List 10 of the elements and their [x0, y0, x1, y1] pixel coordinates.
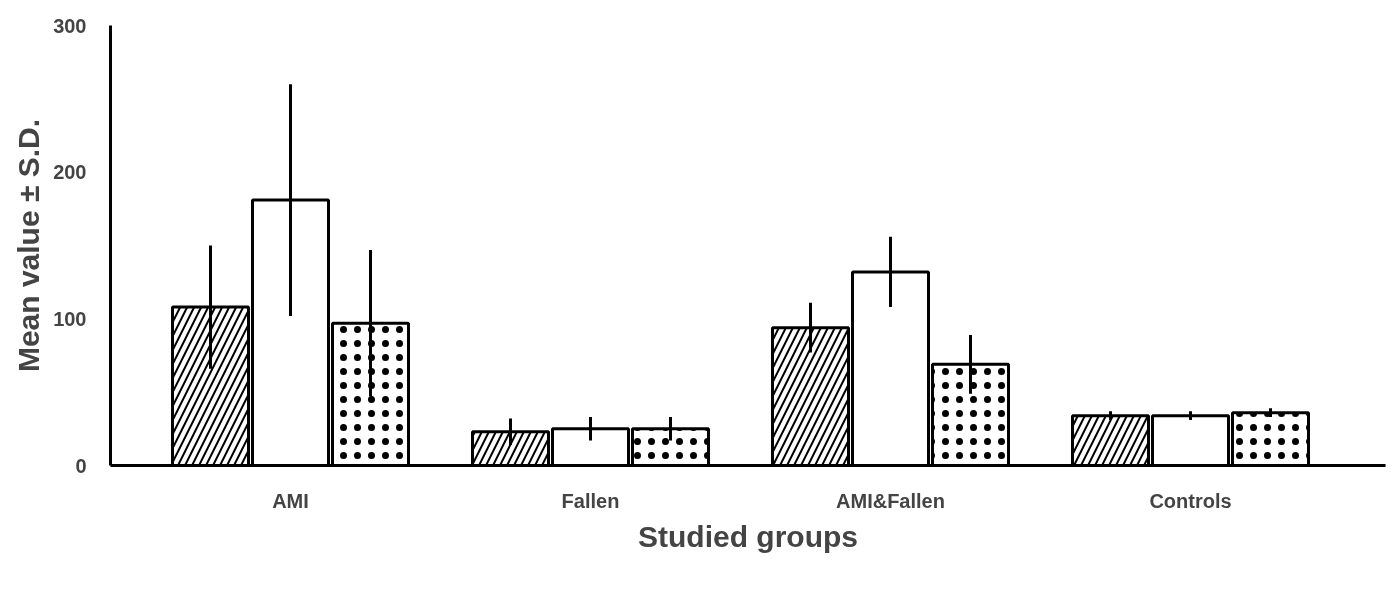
x-axis-title: Studied groups — [638, 519, 858, 553]
x-tick-label: Fallen — [561, 489, 620, 512]
y-tick-label: 0 — [75, 454, 87, 477]
y-tick-label: 300 — [53, 14, 87, 37]
y-tick-label: 200 — [53, 161, 87, 184]
x-tick-label: Controls — [1149, 489, 1232, 512]
x-tick-label: AMI&Fallen — [836, 489, 945, 512]
y-tick-label: 100 — [53, 307, 87, 330]
y-axis-title: Mean value ± S.D. — [12, 118, 46, 373]
x-tick-label: AMI — [272, 489, 309, 512]
